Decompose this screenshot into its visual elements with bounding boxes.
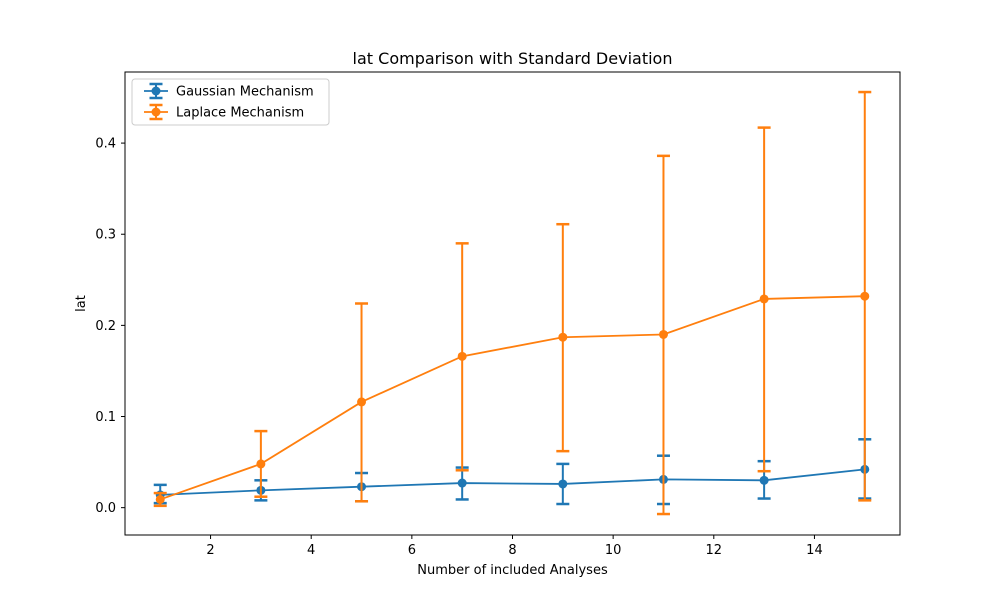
x-tick-label: 2 bbox=[206, 543, 214, 558]
legend-marker bbox=[151, 86, 161, 96]
legend-entry: Gaussian Mechanism bbox=[144, 82, 314, 100]
x-tick-label: 4 bbox=[307, 543, 315, 558]
data-point bbox=[860, 291, 870, 301]
data-point bbox=[457, 351, 467, 361]
data-point bbox=[558, 479, 568, 489]
series-layer bbox=[153, 90, 872, 516]
x-axis-label: Number of included Analyses bbox=[417, 563, 608, 578]
series-laplace-mechanism bbox=[153, 90, 872, 516]
legend-box bbox=[131, 78, 330, 126]
data-point bbox=[457, 478, 467, 488]
x-tick-label: 8 bbox=[508, 543, 516, 558]
legend-label: Laplace Mechanism bbox=[176, 106, 304, 121]
y-axis: 0.0 0.1 0.2 0.3 0.4 bbox=[95, 137, 125, 516]
data-point bbox=[558, 332, 568, 342]
x-axis: 2 4 6 8 10 12 14 bbox=[206, 535, 823, 558]
data-point bbox=[357, 397, 367, 407]
y-axis-label: lat bbox=[74, 295, 89, 312]
series-line bbox=[159, 295, 865, 501]
plot-area bbox=[124, 71, 901, 536]
series-line bbox=[160, 468, 865, 496]
data-point bbox=[155, 494, 165, 504]
chart-title: lat Comparison with Standard Deviation bbox=[353, 49, 673, 68]
x-tick-label: 14 bbox=[806, 543, 823, 558]
x-tick-label: 12 bbox=[706, 543, 723, 558]
y-tick-label: 0.1 bbox=[95, 410, 116, 425]
data-point bbox=[759, 475, 769, 485]
legend-marker bbox=[151, 107, 161, 117]
y-tick-label: 0.4 bbox=[95, 137, 116, 152]
y-tick-label: 0.2 bbox=[95, 319, 116, 334]
legend: Gaussian Mechanism Laplace Mechanism bbox=[131, 78, 330, 126]
data-point bbox=[759, 294, 769, 304]
y-tick-label: 0.3 bbox=[95, 228, 116, 243]
y-tick-label: 0.0 bbox=[95, 501, 116, 516]
legend-entry: Laplace Mechanism bbox=[144, 103, 304, 121]
data-point bbox=[658, 329, 668, 339]
data-point bbox=[256, 459, 266, 469]
x-tick-label: 6 bbox=[408, 543, 416, 558]
x-tick-label: 10 bbox=[605, 543, 622, 558]
legend-label: Gaussian Mechanism bbox=[176, 85, 314, 100]
